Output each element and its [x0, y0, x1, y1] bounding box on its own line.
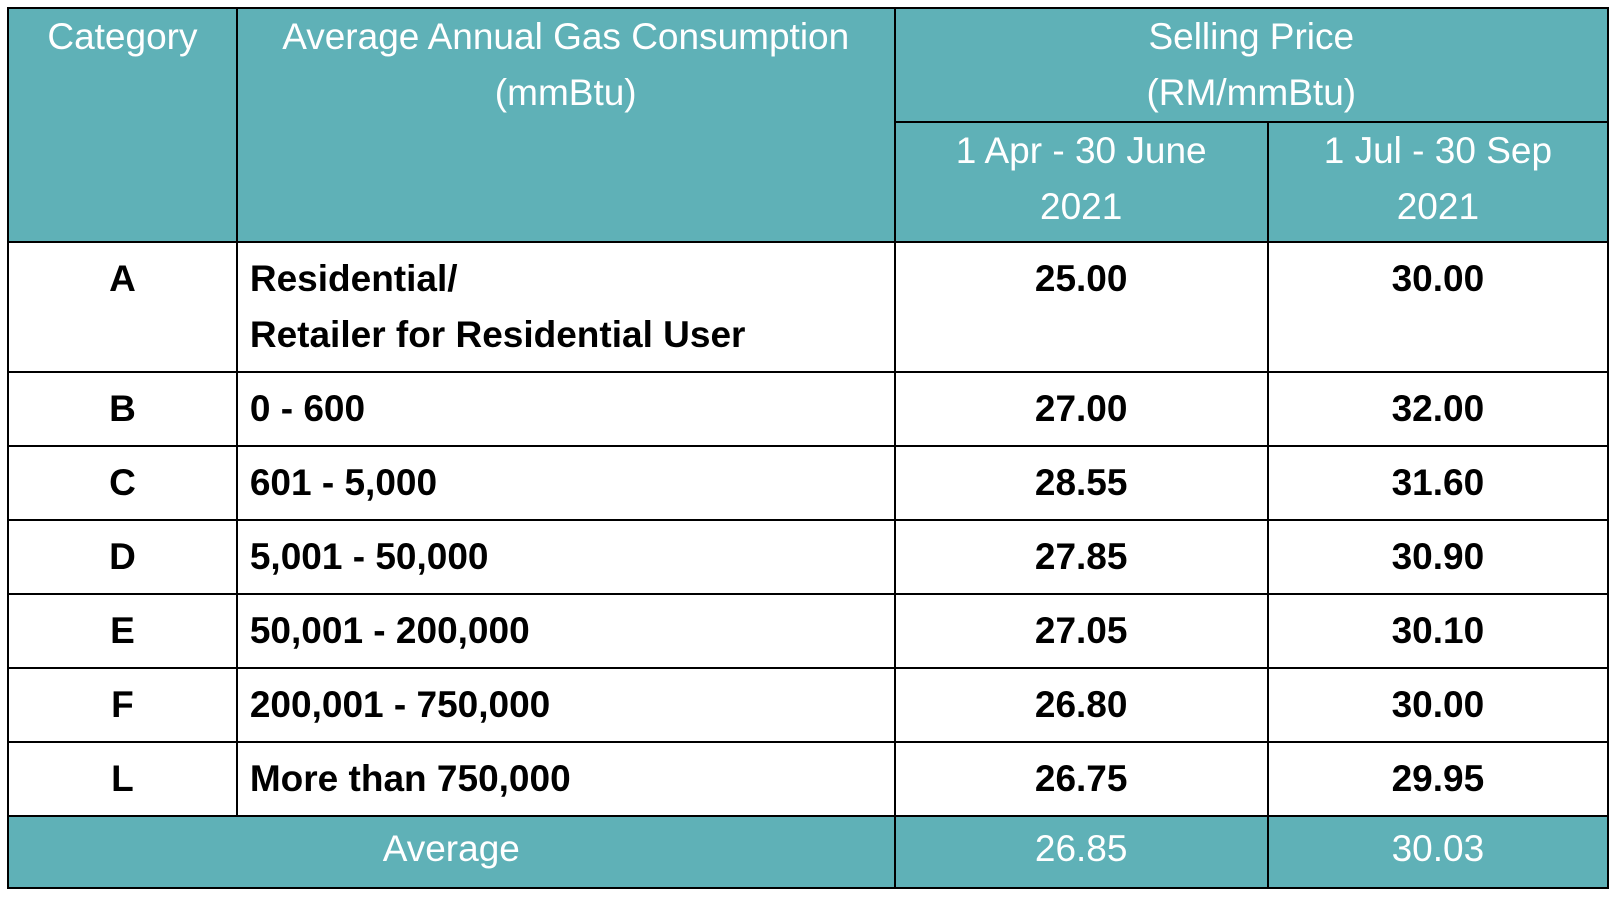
category-cell: D: [7, 519, 238, 595]
consumption-cell: Residential/ Retailer for Residential Us…: [235, 241, 896, 373]
header-row-2: 1 Apr - 30 June 2021 1 Jul - 30 Sep 2021: [8, 121, 1610, 243]
table-row: B 0 - 600 27.00 32.00: [7, 371, 1610, 447]
selling-price-header: Selling Price (RM/mmBtu): [893, 7, 1610, 123]
category-cell: B: [7, 371, 238, 447]
price-period1-cell: 27.85: [893, 519, 1269, 595]
category-cell: F: [7, 667, 238, 743]
consumption-cell: More than 750,000: [235, 741, 896, 817]
price-period2-cell: 30.00: [1266, 667, 1610, 743]
consumption-header-line2: (mmBtu): [494, 72, 637, 113]
consumption-cell: 0 - 600: [235, 371, 896, 447]
price-period1-cell: 26.75: [893, 741, 1269, 817]
category-cell: C: [7, 445, 238, 521]
consumption-cell: 50,001 - 200,000: [235, 593, 896, 669]
period1-header: 1 Apr - 30 June 2021: [893, 121, 1269, 243]
period1-line1: 1 Apr - 30 June: [955, 130, 1207, 171]
consumption-cell: 5,001 - 50,000: [235, 519, 896, 595]
price-period2-cell: 29.95: [1266, 741, 1610, 817]
consumption-header-line1: Average Annual Gas Consumption: [282, 16, 850, 57]
price-period2-cell: 30.00: [1266, 241, 1610, 373]
price-period2-cell: 31.60: [1266, 445, 1610, 521]
price-period2-cell: 32.00: [1266, 371, 1610, 447]
selling-price-line1: Selling Price: [1148, 16, 1355, 57]
category-header: Category: [7, 7, 238, 243]
table-container: Category Average Annual Gas Consumption …: [7, 7, 1610, 889]
header-row-1: Category Average Annual Gas Consumption …: [7, 7, 1610, 243]
category-cell: A: [7, 241, 238, 373]
average-period1-value: 26.85: [893, 815, 1269, 889]
consumption-line1: Residential/: [249, 258, 458, 299]
table-row: A Residential/ Retailer for Residential …: [7, 241, 1610, 373]
price-period1-cell: 27.05: [893, 593, 1269, 669]
price-period1-cell: 28.55: [893, 445, 1269, 521]
consumption-cell: 200,001 - 750,000: [235, 667, 896, 743]
average-row: Average 26.85 30.03: [7, 815, 1610, 889]
consumption-header: Average Annual Gas Consumption (mmBtu): [235, 7, 896, 243]
period1-line2: 2021: [1040, 186, 1123, 227]
gas-price-table: Category Average Annual Gas Consumption …: [7, 7, 1610, 889]
price-period1-cell: 26.80: [893, 667, 1269, 743]
table-row: D 5,001 - 50,000 27.85 30.90: [7, 519, 1610, 595]
category-cell: E: [7, 593, 238, 669]
period2-header: 1 Jul - 30 Sep 2021: [1266, 121, 1610, 243]
period2-line1: 1 Jul - 30 Sep: [1323, 130, 1553, 171]
table-row: L More than 750,000 26.75 29.95: [7, 741, 1610, 817]
price-period2-cell: 30.10: [1266, 593, 1610, 669]
category-cell: L: [7, 741, 238, 817]
consumption-cell: 601 - 5,000: [235, 445, 896, 521]
price-period2-cell: 30.90: [1266, 519, 1610, 595]
price-period1-cell: 25.00: [893, 241, 1269, 373]
table-row: E 50,001 - 200,000 27.05 30.10: [7, 593, 1610, 669]
price-period1-cell: 27.00: [893, 371, 1269, 447]
category-header-label: Category: [47, 16, 198, 57]
consumption-line2: Retailer for Residential User: [249, 314, 746, 355]
table-row: F 200,001 - 750,000 26.80 30.00: [7, 667, 1610, 743]
period2-line2: 2021: [1396, 186, 1480, 227]
average-period2-value: 30.03: [1266, 815, 1610, 889]
selling-price-line2: (RM/mmBtu): [1146, 72, 1357, 113]
table-row: C 601 - 5,000 28.55 31.60: [7, 445, 1610, 521]
average-label: Average: [7, 815, 896, 889]
